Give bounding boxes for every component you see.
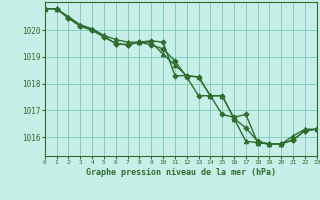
X-axis label: Graphe pression niveau de la mer (hPa): Graphe pression niveau de la mer (hPa) xyxy=(86,168,276,177)
